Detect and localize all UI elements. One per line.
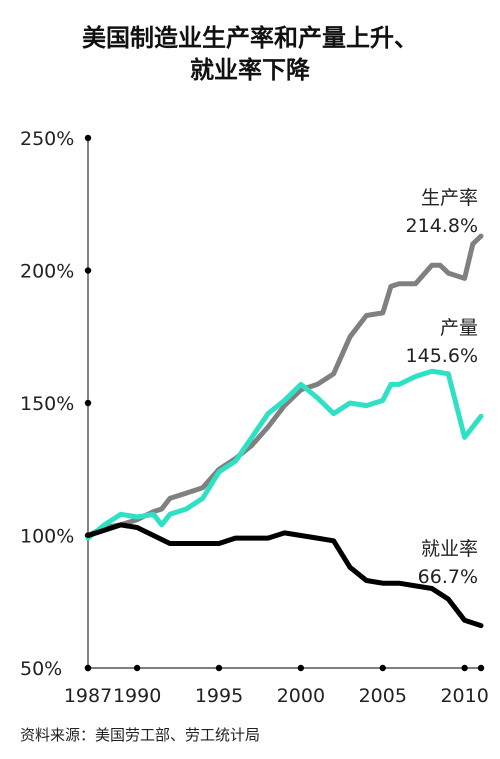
- x-tick-dot: [84, 664, 92, 672]
- y-tick-label: 250%: [20, 128, 74, 150]
- plot-area: [85, 233, 484, 629]
- series-line-1: [85, 368, 484, 541]
- chart-title: 美国制造业生产率和产量上升、 就业率下降: [0, 22, 500, 86]
- chart-axes: 250% 200% 150% 100% 50%1987 1990 1995 2000 2005 2…: [20, 128, 489, 707]
- y-tick-dot: [84, 267, 92, 274]
- x-tick-label: 1995: [195, 685, 243, 707]
- series-labels: 生产率 214.8% 产量 145.6% 就业率 66.7%: [406, 187, 478, 588]
- x-tick-label: 2005: [359, 685, 407, 707]
- x-tick-label: 2010: [440, 685, 488, 707]
- x-tick-dot: [461, 664, 468, 672]
- x-tick-dot: [133, 664, 141, 672]
- y-tick-dot: [84, 134, 92, 142]
- series-line-2: [85, 522, 484, 629]
- x-tick-dot: [215, 664, 223, 672]
- chart-title-line-1: 美国制造业生产率和产量上升、: [82, 24, 418, 52]
- series-end-value: 145.6%: [406, 345, 478, 367]
- series-name-label: 就业率: [421, 538, 478, 560]
- series-name-label: 产量: [440, 317, 478, 339]
- y-tick-label: 50%: [20, 658, 62, 680]
- chart-title-line-2: 就业率下降: [190, 56, 310, 84]
- x-tick-dot: [379, 664, 386, 672]
- source-note: 资料来源：美国劳工部、劳工统计局: [20, 726, 261, 744]
- x-tick-label: 1987: [64, 685, 112, 707]
- series-end-value: 214.8%: [406, 215, 478, 237]
- y-tick-dot: [84, 399, 92, 407]
- y-tick-label: 200%: [20, 261, 74, 283]
- x-axis-end-dot: [477, 664, 485, 672]
- series-line-0: [85, 233, 484, 538]
- x-tick-dot: [297, 664, 305, 672]
- y-tick-label: 150%: [20, 393, 74, 415]
- series-end-value: 66.7%: [418, 566, 478, 588]
- series-name-label: 生产率: [421, 187, 478, 209]
- x-tick-label: 2000: [277, 685, 325, 707]
- y-tick-label: 100%: [20, 526, 74, 548]
- x-tick-label: 1990: [113, 685, 161, 707]
